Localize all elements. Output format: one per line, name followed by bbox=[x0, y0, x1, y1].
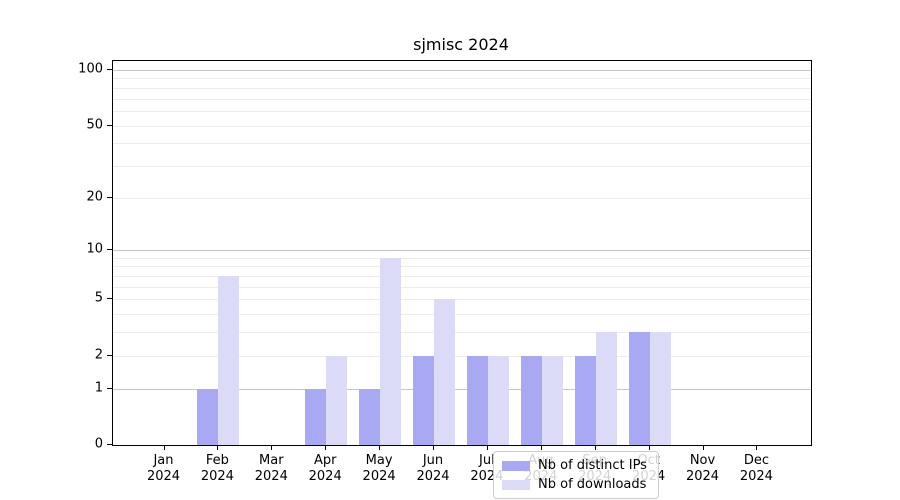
bar-apr-downloads bbox=[326, 355, 348, 445]
y-tick-mark bbox=[107, 249, 112, 251]
y-tick-label-5: 5 bbox=[94, 290, 103, 306]
chart-title: sjmisc 2024 bbox=[413, 35, 509, 54]
y-tick-mark bbox=[107, 444, 112, 445]
x-tick-mark bbox=[540, 445, 542, 450]
bar-jul-distinct-ips bbox=[466, 355, 488, 445]
bar-may-distinct-ips bbox=[359, 388, 381, 445]
gridline-minor bbox=[113, 197, 811, 199]
legend-swatch-downloads bbox=[502, 479, 530, 490]
y-tick-mark bbox=[107, 387, 112, 389]
gridline-minor bbox=[113, 257, 811, 259]
bar-sep-downloads bbox=[595, 332, 617, 445]
y-tick-label-0: 0 bbox=[94, 436, 103, 452]
gridline-minor bbox=[113, 143, 811, 145]
x-tick-mark bbox=[594, 445, 596, 450]
y-tick-label-10: 10 bbox=[86, 241, 103, 257]
x-tick-mark bbox=[648, 445, 650, 450]
bar-oct-distinct-ips bbox=[628, 332, 650, 445]
gridline-major bbox=[113, 388, 811, 390]
gridline-major bbox=[113, 250, 811, 252]
x-tick-mark bbox=[163, 445, 165, 450]
gridline-minor bbox=[113, 286, 811, 288]
bar-jun-distinct-ips bbox=[413, 355, 434, 445]
x-tick-mark bbox=[379, 445, 381, 450]
y-tick-label-20: 20 bbox=[86, 189, 103, 205]
gridline-minor bbox=[113, 165, 811, 167]
bar-sep-distinct-ips bbox=[574, 355, 596, 445]
gridline-minor bbox=[113, 299, 811, 301]
x-tick-label-mar: Mar 2024 bbox=[254, 453, 288, 484]
gridline-minor bbox=[113, 125, 811, 127]
x-tick-label-jan: Jan 2024 bbox=[146, 453, 181, 484]
legend-label-distinct-ips: Nb of distinct IPs bbox=[538, 458, 647, 473]
bar-jun-downloads bbox=[434, 299, 455, 445]
x-tick-mark bbox=[756, 445, 758, 450]
gridline-minor bbox=[113, 314, 811, 316]
bar-aug-distinct-ips bbox=[520, 355, 542, 445]
x-tick-label-jun: Jun 2024 bbox=[416, 453, 450, 484]
x-tick-mark bbox=[486, 445, 488, 450]
legend-item-downloads: Nb of downloads bbox=[502, 477, 650, 492]
gridline-minor bbox=[113, 98, 811, 100]
y-tick-label-2: 2 bbox=[94, 347, 103, 363]
bar-aug-downloads bbox=[541, 355, 563, 445]
x-tick-label-feb: Feb 2024 bbox=[200, 453, 234, 484]
y-tick-label-50: 50 bbox=[86, 117, 103, 133]
legend-swatch-distinct-ips bbox=[502, 460, 530, 471]
x-tick-mark bbox=[702, 445, 704, 450]
gridline-minor bbox=[113, 266, 811, 268]
x-tick-label-may: May 2024 bbox=[362, 453, 396, 484]
y-tick-label-1: 1 bbox=[94, 380, 103, 396]
legend-item-distinct-ips: Nb of distinct IPs bbox=[502, 458, 650, 473]
gridline-minor bbox=[113, 355, 811, 357]
gridline-minor bbox=[113, 87, 811, 89]
bar-oct-downloads bbox=[649, 332, 671, 445]
gridline-minor bbox=[113, 332, 811, 334]
x-tick-label-dec: Dec 2024 bbox=[739, 453, 773, 484]
plot-area: Nb of distinct IPs Nb of downloads bbox=[112, 60, 812, 499]
gridline-minor bbox=[113, 110, 811, 112]
x-tick-mark bbox=[325, 445, 327, 450]
gridline-minor bbox=[113, 276, 811, 278]
x-tick-label-nov: Nov 2024 bbox=[685, 453, 720, 484]
y-tick-mark bbox=[107, 69, 112, 70]
bar-jul-downloads bbox=[487, 355, 509, 445]
y-tick-mark bbox=[107, 298, 112, 300]
y-tick-mark bbox=[107, 354, 112, 356]
x-tick-label-apr: Apr 2024 bbox=[308, 453, 342, 484]
bar-feb-downloads bbox=[218, 276, 240, 445]
x-tick-mark bbox=[217, 445, 219, 450]
y-tick-mark bbox=[107, 196, 112, 198]
legend-label-downloads: Nb of downloads bbox=[538, 477, 647, 492]
bar-apr-distinct-ips bbox=[305, 388, 327, 445]
y-tick-label-100: 100 bbox=[78, 61, 103, 77]
bar-may-downloads bbox=[380, 257, 402, 445]
x-tick-mark bbox=[433, 445, 434, 450]
gridline-minor bbox=[113, 78, 811, 80]
x-tick-mark bbox=[271, 445, 273, 450]
chart-legend: Nb of distinct IPs Nb of downloads bbox=[493, 451, 659, 499]
bar-feb-distinct-ips bbox=[197, 388, 219, 445]
gridline-major bbox=[113, 70, 811, 71]
y-tick-mark bbox=[107, 124, 112, 126]
